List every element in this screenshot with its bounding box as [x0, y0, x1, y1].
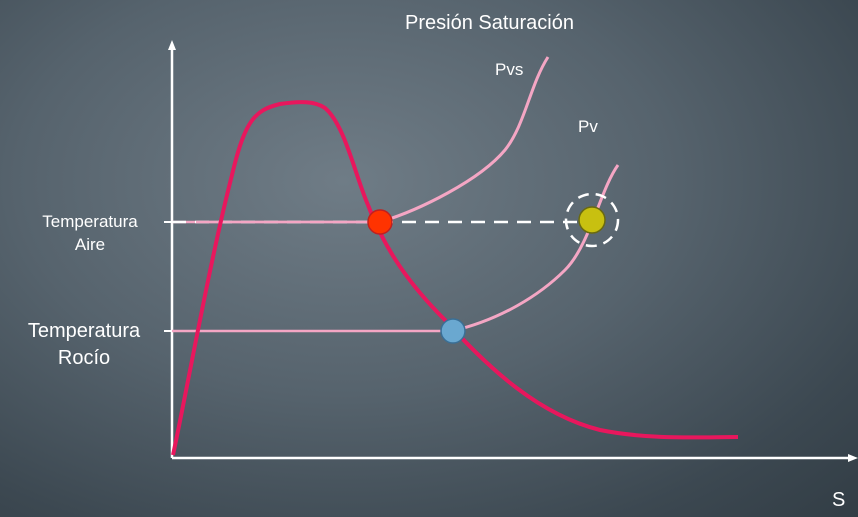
pvs-curve [380, 57, 548, 222]
air-temp-label: Temperatura Aire [20, 210, 160, 256]
x-axis-label: S [832, 487, 845, 514]
saturation-curve [173, 102, 738, 455]
dew-point [441, 319, 465, 343]
air-temp-label-line1: Temperatura [20, 210, 160, 233]
chart-title: Presión Saturación [405, 10, 574, 37]
air-temp-label-line2: Aire [20, 233, 160, 256]
dew-temp-label-line1: Temperatura [6, 318, 162, 345]
pv-curve [452, 165, 618, 331]
pv-point [579, 207, 605, 233]
pvs-label: Pvs [495, 58, 523, 81]
y-axis-arrow [168, 40, 176, 50]
dew-temp-label-line2: Rocío [6, 345, 162, 372]
pv-label: Pv [578, 115, 598, 138]
air-temp-point [368, 210, 392, 234]
dew-temp-label: Temperatura Rocío [6, 318, 162, 372]
x-axis-arrow [848, 454, 858, 462]
